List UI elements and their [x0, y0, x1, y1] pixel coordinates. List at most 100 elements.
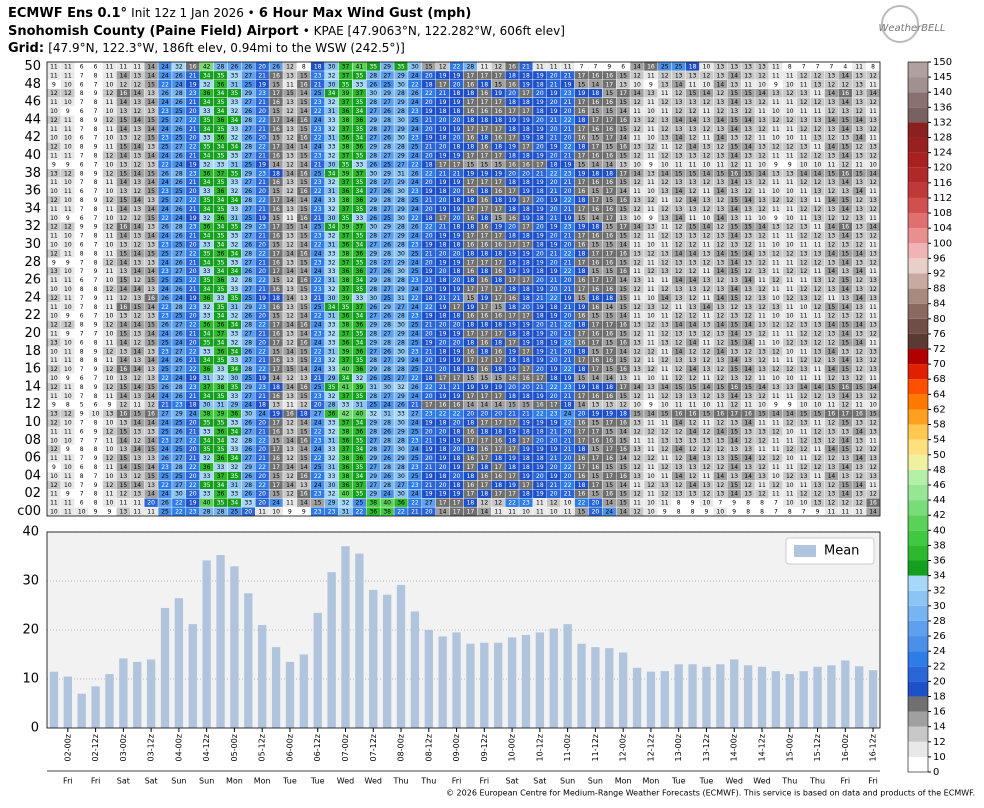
cell-label: 19 [439, 152, 447, 159]
cell-label: 11 [64, 384, 72, 391]
cell-label: 33 [328, 446, 336, 453]
cell-label: 11 [147, 509, 155, 516]
cell-label: 13 [869, 277, 877, 284]
cell-label: 32 [231, 464, 239, 471]
cell-label: 12 [50, 144, 58, 151]
cell-label: 14 [675, 188, 683, 195]
cell-label: 11 [536, 500, 544, 507]
cell-label: 21 [189, 286, 197, 293]
cell-label: 17 [272, 224, 280, 231]
cell-label: 25 [161, 144, 169, 151]
cell-label: 27 [383, 206, 391, 213]
cell-label: 19 [508, 482, 516, 489]
cell-label: 26 [244, 446, 252, 453]
cell-label: 17 [494, 233, 502, 240]
cell-label: 13 [661, 437, 669, 444]
cell-label: 16 [467, 313, 475, 320]
cell-label: 23 [161, 313, 169, 320]
cell-label: 13 [717, 331, 725, 338]
cell-label: 11 [786, 464, 794, 471]
cell-label: 19 [481, 295, 489, 302]
cell-label: 18 [578, 482, 586, 489]
cell-label: 23 [161, 188, 169, 195]
cell-label: 26 [383, 348, 391, 355]
cell-label: 26 [244, 268, 252, 275]
cell-label: 19 [536, 331, 544, 338]
cell-label: 10 [758, 402, 766, 409]
cell-label: 10 [800, 402, 808, 409]
cell-label: 20 [439, 339, 447, 346]
cell-label: 15 [619, 500, 627, 507]
cell-label: 12 [494, 500, 502, 507]
cell-label: 7 [80, 152, 84, 159]
cell-label: 33 [231, 233, 239, 240]
cell-label: 16 [508, 375, 516, 382]
cell-label: 22 [189, 144, 197, 151]
cell-label: 12 [689, 268, 697, 275]
cell-label: 10 [50, 473, 58, 480]
cell-label: 24 [314, 144, 322, 151]
cell-label: 10 [106, 446, 114, 453]
cell-label: 19 [508, 348, 516, 355]
cell-label: 33 [231, 446, 239, 453]
cell-label: 16 [272, 206, 280, 213]
cell-label: 10 [64, 420, 72, 427]
cell-label: 12 [661, 446, 669, 453]
cell-label: 22 [564, 464, 572, 471]
cell-label: 7 [774, 500, 778, 507]
cell-label: 17 [592, 339, 600, 346]
cell-label: 14 [619, 241, 627, 248]
cell-label: 8 [94, 393, 98, 400]
cell-label: 30 [397, 322, 405, 329]
cell-label: 6 [80, 375, 84, 382]
cell-label: 6 [94, 402, 98, 409]
cell-label: 20 [439, 366, 447, 373]
cell-label: 14 [730, 464, 738, 471]
cell-label: 19 [522, 420, 530, 427]
cell-label: 21 [189, 152, 197, 159]
cell-label: 13 [50, 170, 58, 177]
cell-label: 9 [52, 402, 56, 409]
cell-label: 11 [633, 375, 641, 382]
cell-label: 37 [342, 179, 350, 186]
cell-label: 11 [869, 437, 877, 444]
cell-label: 12 [689, 295, 697, 302]
cell-label: 7 [94, 313, 98, 320]
cell-label: 17 [494, 152, 502, 159]
cell-label: 14 [147, 393, 155, 400]
cell-label: 7 [80, 420, 84, 427]
cell-label: 13 [633, 322, 641, 329]
cell-label: 12 [717, 446, 725, 453]
cell-label: 22 [189, 437, 197, 444]
row-label: 08 [24, 433, 41, 448]
cell-label: 20 [189, 446, 197, 453]
cell-label: 20 [536, 277, 544, 284]
cell-label: 20 [550, 152, 558, 159]
cell-label: 16 [120, 224, 128, 231]
cell-label: 18 [481, 250, 489, 257]
cell-label: 14 [133, 250, 141, 257]
cell-label: 11 [50, 393, 58, 400]
cell-label: 19 [453, 286, 461, 293]
cell-label: 13 [730, 446, 738, 453]
cell-label: 13 [758, 366, 766, 373]
cell-label: 29 [397, 233, 405, 240]
cell-label: 10 [64, 241, 72, 248]
cell-label: 14 [300, 197, 308, 204]
cell-label: 18 [578, 197, 586, 204]
cell-label: 16 [578, 277, 586, 284]
cell-label: 27 [175, 366, 183, 373]
cell-label: 16 [439, 402, 447, 409]
cell-label: 25 [175, 473, 183, 480]
cell-label: 14 [758, 224, 766, 231]
cell-label: 13 [841, 428, 849, 435]
cell-label: 20 [258, 268, 266, 275]
cell-label: 17 [494, 206, 502, 213]
cell-label: 22 [314, 455, 322, 462]
cell-label: 22 [189, 197, 197, 204]
cell-label: 14 [147, 206, 155, 213]
cell-label: 14 [675, 348, 683, 355]
cell-label: 40 [356, 411, 364, 418]
cell-label: 12 [814, 233, 822, 240]
cell-label: 21 [411, 509, 419, 516]
